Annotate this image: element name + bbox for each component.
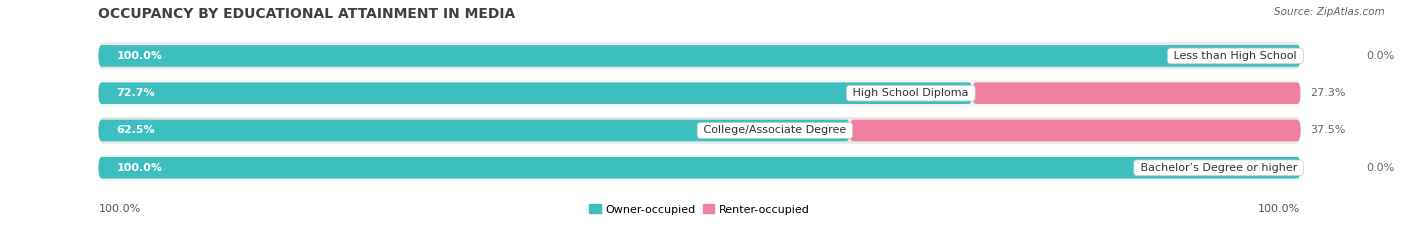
Text: 100.0%: 100.0% — [117, 51, 163, 61]
Text: Bachelor’s Degree or higher: Bachelor’s Degree or higher — [1136, 163, 1301, 173]
Text: 27.3%: 27.3% — [1310, 88, 1346, 98]
FancyBboxPatch shape — [98, 82, 973, 104]
FancyBboxPatch shape — [849, 120, 1301, 141]
FancyBboxPatch shape — [98, 42, 1301, 69]
Text: Less than High School: Less than High School — [1170, 51, 1301, 61]
Text: 100.0%: 100.0% — [98, 204, 141, 214]
FancyBboxPatch shape — [973, 82, 1301, 104]
Text: 100.0%: 100.0% — [117, 163, 163, 173]
Text: 0.0%: 0.0% — [1367, 163, 1395, 173]
Text: High School Diploma: High School Diploma — [849, 88, 973, 98]
Text: 0.0%: 0.0% — [1367, 51, 1395, 61]
Text: 62.5%: 62.5% — [117, 126, 155, 135]
FancyBboxPatch shape — [98, 80, 1301, 107]
FancyBboxPatch shape — [98, 117, 1301, 144]
FancyBboxPatch shape — [98, 157, 1301, 178]
Text: OCCUPANCY BY EDUCATIONAL ATTAINMENT IN MEDIA: OCCUPANCY BY EDUCATIONAL ATTAINMENT IN M… — [98, 7, 516, 21]
FancyBboxPatch shape — [98, 154, 1301, 181]
Text: Source: ZipAtlas.com: Source: ZipAtlas.com — [1274, 7, 1385, 17]
Text: 37.5%: 37.5% — [1310, 126, 1346, 135]
Text: 100.0%: 100.0% — [1258, 204, 1301, 214]
FancyBboxPatch shape — [98, 120, 849, 141]
FancyBboxPatch shape — [98, 45, 1301, 67]
Text: 72.7%: 72.7% — [117, 88, 155, 98]
FancyBboxPatch shape — [1306, 45, 1361, 67]
Text: College/Associate Degree: College/Associate Degree — [700, 126, 849, 135]
FancyBboxPatch shape — [1306, 157, 1361, 178]
Legend: Owner-occupied, Renter-occupied: Owner-occupied, Renter-occupied — [585, 200, 814, 219]
